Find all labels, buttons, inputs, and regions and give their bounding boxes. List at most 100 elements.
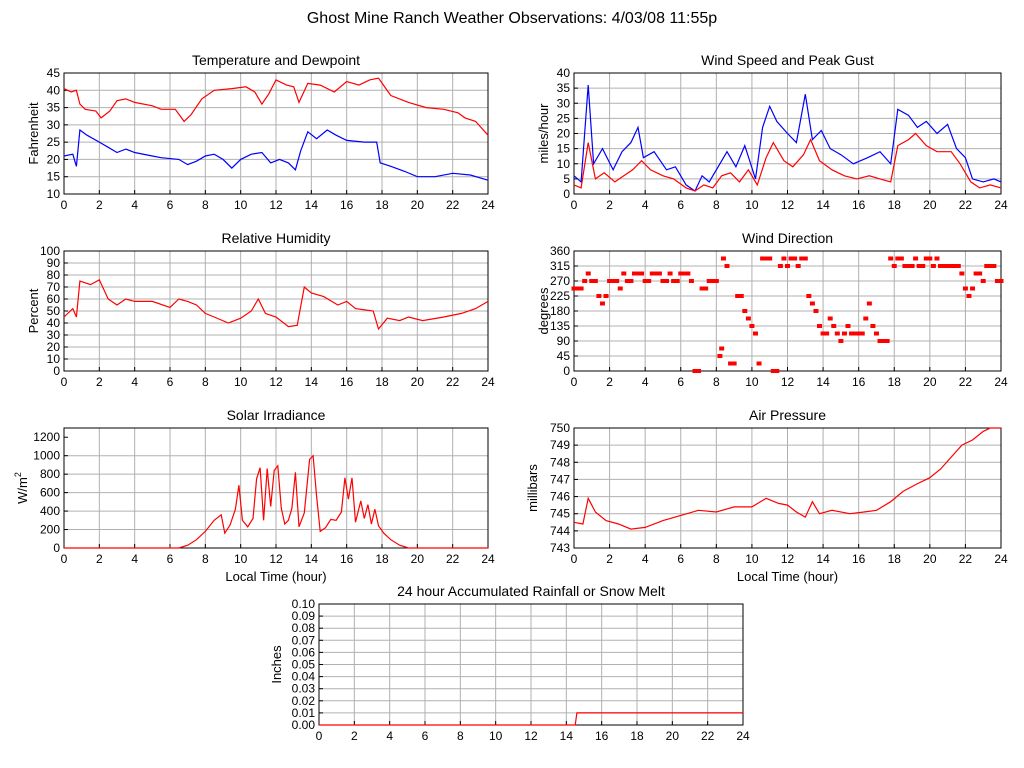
y-tick-label: 800 [40, 467, 60, 481]
x-tick-label: 0 [571, 375, 578, 389]
data-point [966, 294, 972, 298]
x-tick-label: 4 [131, 375, 138, 389]
x-tick-label: 12 [781, 552, 795, 566]
data-point [802, 256, 808, 261]
x-tick-label: 12 [269, 198, 283, 212]
y-tick-label: 10 [557, 157, 571, 171]
data-point [856, 331, 862, 336]
x-tick-label: 12 [524, 729, 538, 743]
data-point [930, 264, 936, 268]
x-tick-label: 2 [606, 552, 613, 566]
data-point [631, 271, 637, 276]
x-tick-label: 8 [713, 198, 720, 212]
y-tick-label: 270 [550, 274, 570, 288]
data-point [934, 256, 940, 261]
data-point [642, 279, 648, 283]
x-tick-label: 2 [96, 552, 103, 566]
data-point [962, 286, 968, 291]
data-point [578, 286, 584, 291]
x-tick-label: 6 [167, 375, 174, 389]
x-tick-label: 0 [316, 729, 323, 743]
x-tick-label: 24 [481, 552, 495, 566]
y-tick-label: 180 [550, 304, 570, 318]
data-point [585, 271, 591, 276]
chart-title: Temperature and Dewpoint [192, 52, 360, 68]
y-tick-label: 45 [557, 349, 571, 363]
data-point [610, 279, 616, 283]
y-tick-label: 35 [47, 101, 61, 115]
data-point [980, 279, 986, 283]
data-point [763, 256, 769, 261]
data-point [824, 331, 830, 336]
x-tick-label: 22 [959, 375, 973, 389]
x-tick-label: 2 [606, 375, 613, 389]
x-tick-label: 8 [202, 198, 209, 212]
y-tick-label: 0 [53, 364, 60, 378]
data-point [624, 279, 630, 283]
data-point [987, 264, 993, 268]
data-point [696, 369, 702, 373]
y-tick-label: 15 [557, 142, 571, 156]
series-line-1 [63, 77, 489, 136]
data-point [817, 324, 823, 328]
data-point [660, 279, 666, 283]
data-point [774, 369, 780, 373]
x-tick-label: 18 [888, 198, 902, 212]
x-tick-label: 12 [781, 198, 795, 212]
data-point [720, 256, 726, 261]
x-tick-label: 10 [745, 198, 759, 212]
x-tick-label: 12 [269, 552, 283, 566]
data-point [688, 279, 694, 283]
data-point [653, 271, 659, 276]
y-tick-label: 20 [557, 127, 571, 141]
x-tick-label: 14 [305, 198, 319, 212]
x-tick-label: 16 [595, 729, 609, 743]
y-tick-label: 0 [53, 541, 60, 555]
data-point [977, 271, 983, 276]
data-point [639, 271, 645, 276]
data-point [710, 279, 716, 283]
y-tick-label: 25 [557, 111, 571, 125]
y-tick-label: 135 [550, 319, 570, 333]
y-tick-label: 1000 [33, 449, 60, 463]
data-point [998, 279, 1004, 283]
x-tick-label: 22 [446, 198, 460, 212]
data-point [770, 369, 776, 373]
data-point [646, 279, 652, 283]
data-point [859, 331, 865, 336]
x-tick-label: 24 [481, 198, 495, 212]
data-point [614, 279, 620, 283]
y-tick-label: 10 [47, 187, 61, 201]
x-tick-label: 4 [131, 198, 138, 212]
data-point [831, 324, 837, 328]
x-tick-label: 14 [560, 729, 574, 743]
x-tick-label: 18 [375, 375, 389, 389]
data-point [927, 256, 933, 261]
chart-title: Relative Humidity [222, 230, 331, 246]
x-tick-label: 0 [61, 375, 68, 389]
x-tick-label: 10 [745, 552, 759, 566]
y-tick-label: 315 [550, 259, 570, 273]
y-tick-label: 40 [557, 66, 571, 80]
x-tick-label: 16 [340, 552, 354, 566]
data-point [845, 324, 851, 328]
y-axis-label-text: Percent [26, 288, 41, 333]
x-tick-label: 20 [923, 198, 937, 212]
data-point [760, 256, 766, 261]
x-tick-label: 20 [411, 198, 425, 212]
data-point [806, 294, 812, 298]
x-tick-label: 20 [411, 552, 425, 566]
data-point [599, 301, 605, 306]
y-tick-label: 0.06 [292, 645, 316, 659]
y-tick-label: 30 [557, 96, 571, 110]
y-tick-label: 400 [40, 504, 60, 518]
data-point [589, 279, 595, 283]
data-point [792, 256, 798, 261]
x-tick-label: 6 [677, 375, 684, 389]
data-point [809, 301, 815, 306]
x-tick-label: 8 [202, 375, 209, 389]
x-axis-label: Local Time (hour) [737, 569, 838, 584]
